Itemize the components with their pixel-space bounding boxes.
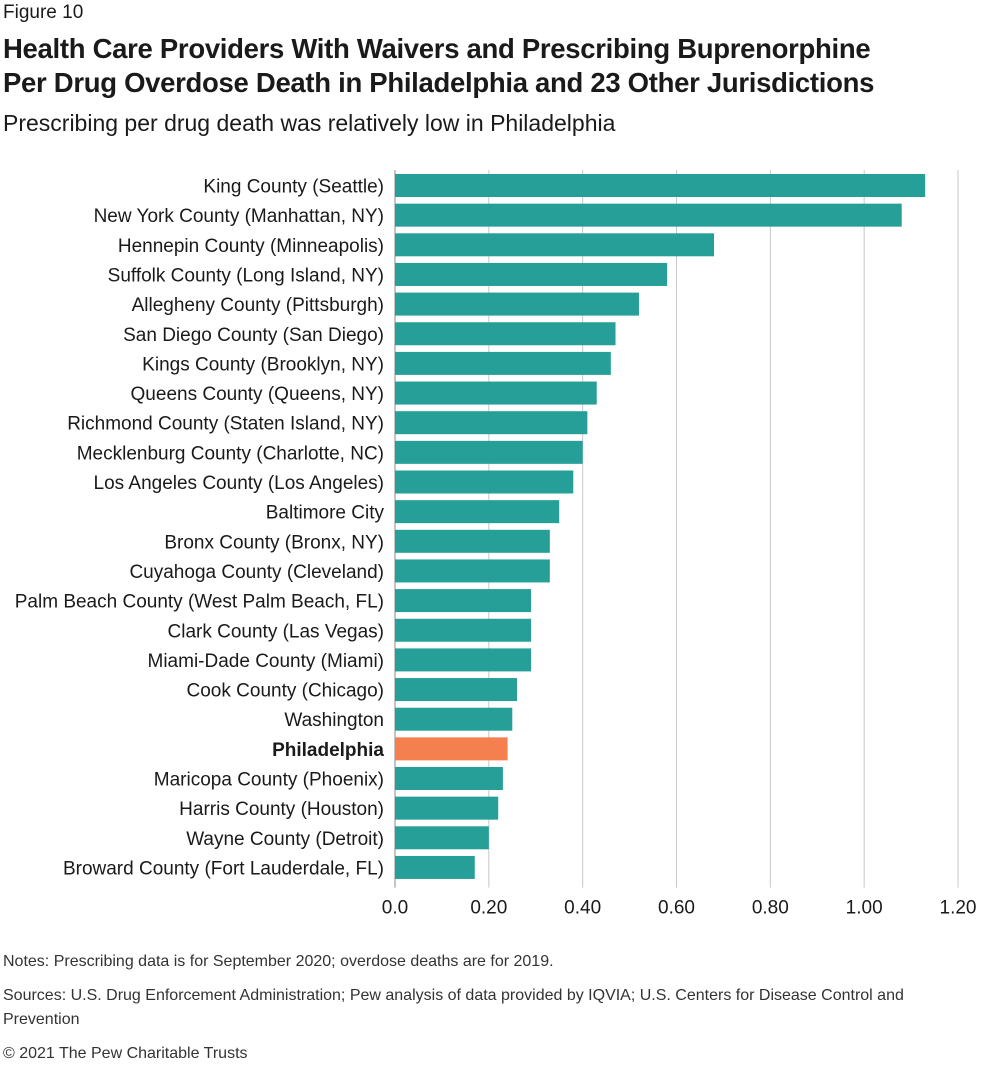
bar (395, 470, 574, 494)
chart-notes: Notes: Prescribing data is for September… (3, 953, 554, 970)
figure-label: Figure 10 (3, 2, 84, 23)
category-label: Maricopa County (Phoenix) (154, 770, 384, 791)
bar (395, 411, 588, 435)
bar (395, 707, 513, 731)
copyright: © 2021 The Pew Charitable Trusts (3, 1045, 248, 1062)
bar (395, 233, 715, 257)
x-tick-label: 1.20 (940, 898, 977, 919)
bar (395, 322, 616, 346)
category-label: San Diego County (San Diego) (123, 325, 384, 346)
category-label: Cook County (Chicago) (187, 681, 384, 702)
category-label: Wayne County (Detroit) (186, 829, 384, 850)
chart-title-line-2: Per Drug Overdose Death in Philadelphia … (3, 67, 875, 98)
bar (395, 796, 499, 820)
bar (395, 174, 926, 197)
bar (395, 826, 489, 850)
x-axis-tick-labels: 0.0 0.20 0.40 0.60 0.80 1.00 1.20 (382, 898, 977, 919)
bar (395, 440, 583, 464)
gridlines (394, 170, 959, 888)
bar (395, 381, 597, 405)
bar (395, 500, 560, 524)
x-tick-label: 0.60 (658, 898, 695, 919)
bar (395, 678, 517, 702)
category-label: Baltimore City (266, 503, 385, 524)
bar (395, 855, 475, 879)
bar (395, 529, 550, 553)
category-label: Kings County (Brooklyn, NY) (142, 354, 384, 375)
chart-subtitle: Prescribing per drug death was relativel… (3, 110, 616, 136)
bar (395, 559, 550, 583)
category-label: Broward County (Fort Lauderdale, FL) (63, 858, 384, 879)
bar (395, 262, 668, 286)
category-labels: King County (Seattle) New York County (Ma… (15, 177, 385, 880)
x-tick-label: 0.40 (564, 898, 601, 919)
bar (395, 589, 532, 613)
category-label: Palm Beach County (West Palm Beach, FL) (15, 592, 384, 613)
bar-highlight (395, 737, 508, 761)
chart-title: Health Care Providers With Waivers and P… (3, 32, 988, 100)
category-label: Clark County (Las Vegas) (168, 621, 385, 642)
category-label: Cuyahoga County (Cleveland) (129, 562, 384, 583)
bar (395, 292, 639, 316)
bars (395, 174, 926, 879)
category-label: Harris County (Houston) (179, 799, 384, 820)
bar (395, 351, 611, 375)
category-label: Los Angeles County (Los Angeles) (94, 473, 384, 494)
category-label: Suffolk County (Long Island, NY) (108, 265, 384, 286)
x-tick-label: 0.0 (382, 898, 408, 919)
category-label: Hennepin County (Minneapolis) (118, 236, 384, 257)
bar (395, 203, 902, 227)
category-label: Mecklenburg County (Charlotte, NC) (77, 443, 384, 464)
category-label: Bronx County (Bronx, NY) (164, 532, 384, 553)
chart-sources: Sources: U.S. Drug Enforcement Administr… (3, 987, 904, 1028)
category-label: King County (Seattle) (203, 177, 384, 198)
bar-chart: King County (Seattle) New York County (Ma… (15, 170, 977, 919)
bar (395, 767, 503, 790)
chart-title-line-1: Health Care Providers With Waivers and P… (3, 33, 871, 64)
x-tick-label: 0.20 (470, 898, 507, 919)
category-label: Washington (284, 710, 384, 731)
category-label: Miami-Dade County (Miami) (148, 651, 385, 672)
x-tick-label: 1.00 (846, 898, 883, 919)
bar (395, 648, 532, 672)
category-label: Allegheny County (Pittsburgh) (132, 295, 384, 316)
category-label: Richmond County (Staten Island, NY) (67, 414, 384, 435)
category-label: Philadelphia (272, 740, 384, 761)
bar (395, 618, 532, 642)
x-tick-label: 0.80 (752, 898, 789, 919)
category-label: Queens County (Queens, NY) (131, 384, 384, 405)
category-label: New York County (Manhattan, NY) (94, 206, 384, 227)
